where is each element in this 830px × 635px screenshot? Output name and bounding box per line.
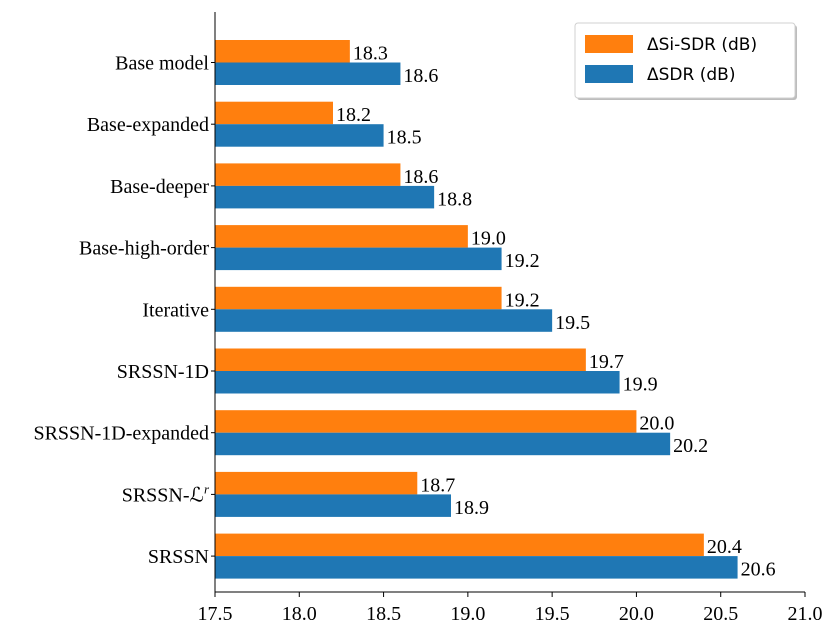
x-tick-label-5: 20.0: [619, 603, 654, 625]
data-label-si-sdr-6: 20.0: [639, 413, 674, 435]
bar-si-sdr-6: [215, 410, 637, 433]
bar-sdr-8: [215, 556, 738, 579]
legend: ΔSi-SDR (dB) ΔSDR (dB): [574, 22, 797, 100]
legend-label-si-sdr: ΔSi-SDR (dB): [647, 35, 757, 55]
x-tick-label-1: 18.0: [282, 603, 317, 625]
category-label-superscript: r: [204, 481, 210, 496]
data-label-si-sdr-3: 19.0: [471, 228, 506, 250]
data-label-si-sdr-5: 19.7: [589, 351, 624, 373]
data-label-si-sdr-4: 19.2: [505, 289, 540, 311]
bar-sdr-5: [215, 371, 620, 394]
category-label-6: SRSSN-1D-expanded: [33, 423, 209, 445]
data-label-si-sdr-2: 18.6: [403, 166, 438, 188]
data-label-si-sdr-0: 18.3: [353, 43, 388, 65]
x-tick-label-7: 21.0: [788, 603, 823, 625]
bar-sdr-3: [215, 247, 502, 271]
x-tick-label-4: 19.5: [535, 603, 570, 625]
data-label-sdr-3: 19.2: [505, 250, 540, 272]
data-label-si-sdr-7: 18.7: [420, 474, 455, 496]
x-tick-label-6: 20.5: [703, 603, 738, 625]
category-label-4: Iterative: [142, 299, 209, 321]
bar-si-sdr-2: [215, 163, 401, 186]
legend-label-sdr: ΔSDR (dB): [647, 65, 735, 85]
bar-si-sdr-3: [215, 225, 468, 248]
bar-sdr-6: [215, 432, 671, 456]
category-label-2: Base-deeper: [110, 176, 209, 198]
bar-si-sdr-0: [215, 40, 350, 63]
data-label-sdr-4: 19.5: [555, 312, 590, 334]
x-tick-label-2: 18.5: [366, 603, 401, 625]
data-label-si-sdr-1: 18.2: [336, 104, 371, 126]
data-label-sdr-8: 20.6: [741, 559, 776, 581]
bars-layer: [215, 40, 738, 579]
data-labels-layer: 18.318.618.218.518.618.819.019.219.219.5…: [336, 43, 776, 581]
category-label-0: Base model: [115, 53, 209, 75]
data-label-sdr-6: 20.2: [673, 435, 708, 457]
legend-swatch-sdr: [585, 65, 633, 83]
bar-sdr-7: [215, 494, 451, 517]
category-label-1: Base-expanded: [87, 114, 209, 136]
bar-sdr-2: [215, 185, 435, 209]
bar-sdr-0: [215, 62, 401, 85]
x-tick-label-3: 19.0: [450, 603, 485, 625]
data-label-sdr-7: 18.9: [454, 497, 489, 519]
legend-swatch-si-sdr: [585, 35, 633, 53]
bar-si-sdr-7: [215, 471, 418, 495]
x-tick-label-0: 17.5: [198, 603, 233, 625]
bar-sdr-4: [215, 309, 553, 332]
category-label-8: SRSSN: [148, 546, 209, 568]
bar-si-sdr-8: [215, 533, 704, 557]
data-label-sdr-1: 18.5: [387, 127, 422, 149]
axes-layer: Base model Base-expanded Base-deeper Base-h…: [33, 12, 823, 625]
data-label-si-sdr-8: 20.4: [707, 536, 742, 558]
data-label-sdr-2: 18.8: [437, 188, 472, 210]
data-label-sdr-5: 19.9: [623, 374, 658, 396]
category-label-3: Base-high-order: [79, 238, 209, 260]
bar-si-sdr-4: [215, 286, 502, 310]
category-label-5: SRSSN-1D: [117, 361, 209, 383]
category-label-7: SRSSN-ℒr: [122, 481, 210, 506]
data-label-sdr-0: 18.6: [403, 65, 438, 87]
bar-si-sdr-5: [215, 348, 586, 371]
bar-si-sdr-1: [215, 101, 333, 125]
bar-sdr-1: [215, 124, 384, 147]
